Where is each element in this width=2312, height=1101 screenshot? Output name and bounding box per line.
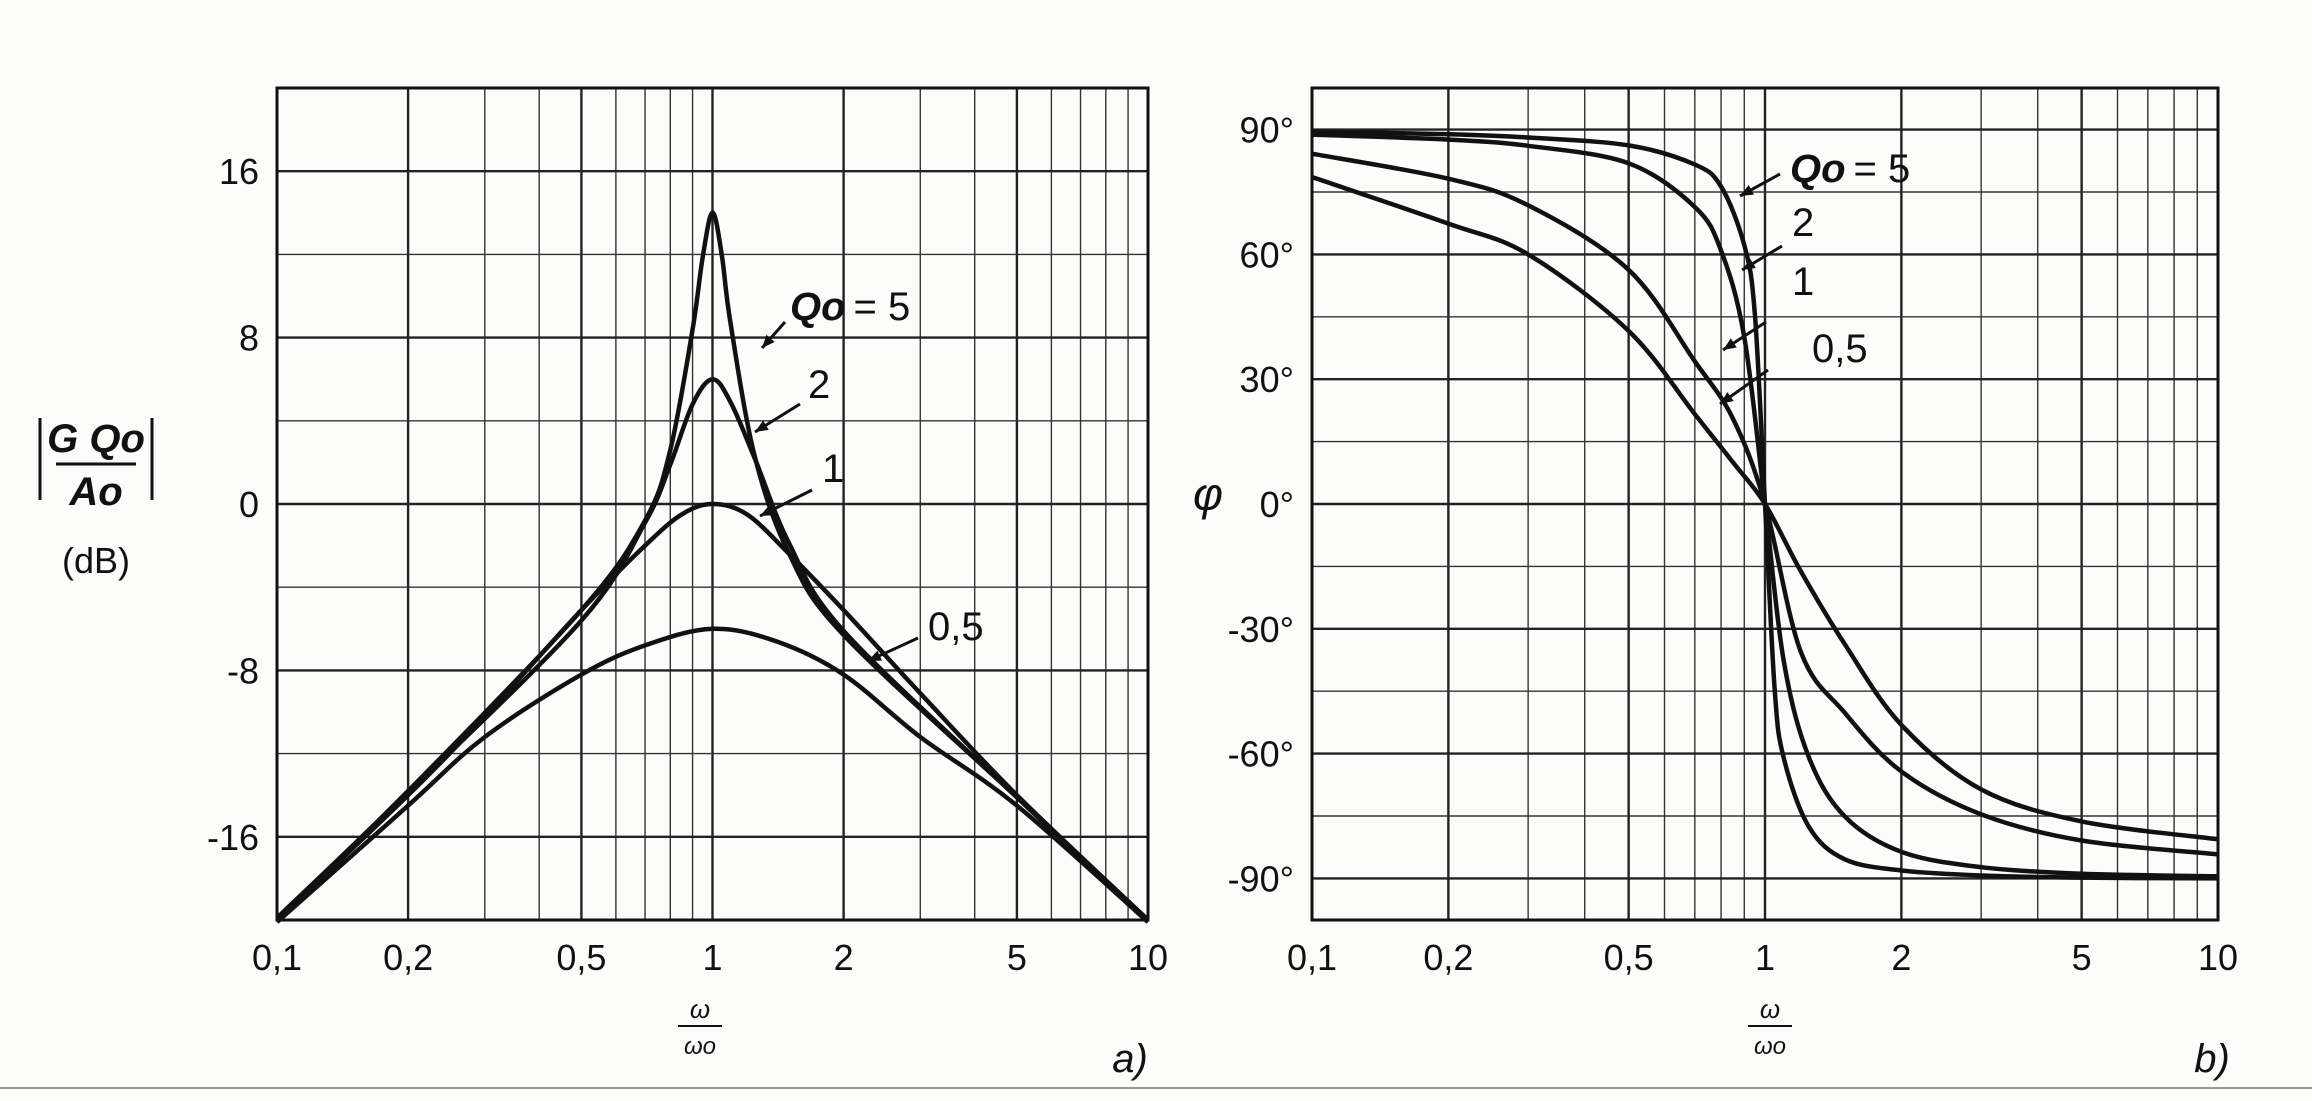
y-tick-label: -60° <box>1228 734 1294 775</box>
annotation-arrowhead <box>762 334 775 348</box>
y-tick-label: -8 <box>227 650 259 691</box>
y-tick-label: -90° <box>1228 858 1294 899</box>
x-axis-label-b: ω ωo <box>1748 994 1792 1060</box>
series-annotations-b: Qo = 5 2 1 0,5 <box>1719 147 1910 406</box>
x-tick-label: 1 <box>702 937 722 978</box>
annotation-label: 2 <box>808 363 830 407</box>
annotation-arrowhead <box>1740 185 1754 196</box>
x-axis-label-a: ω ωo <box>678 994 722 1060</box>
curves-b <box>1311 129 2219 881</box>
x-tick-label: 1 <box>1755 937 1775 978</box>
annotation-label: 2 <box>1792 201 1814 245</box>
y-tick-label: -16 <box>207 817 259 858</box>
annotation-arrowhead <box>1720 392 1734 404</box>
y-tick-label: 90° <box>1240 110 1294 151</box>
x-tick-label: 0,1 <box>252 937 302 978</box>
y-tick-label: 30° <box>1240 359 1294 400</box>
y-tick-labels-b: 90° 60° 30° 0° -30° -60° -90° <box>1228 110 1294 900</box>
annotation-label: Qo = 5 <box>1790 147 1910 191</box>
annotation-label: 0,5 <box>1812 327 1868 371</box>
x-tick-label: 5 <box>2072 937 2092 978</box>
annotation-arrowhead <box>1723 338 1737 350</box>
y-label-denominator: Ao <box>68 470 122 514</box>
y-axis-label-b: φ <box>1193 468 1223 520</box>
grid-a <box>277 88 1148 920</box>
curves-a <box>275 210 1150 924</box>
annotation-label: 1 <box>1792 260 1814 304</box>
series-annotations-a: Qo = 5 2 1 0,5 <box>754 285 984 663</box>
x-tick-label: 0,2 <box>383 937 433 978</box>
annotation-arrowhead <box>1742 258 1756 270</box>
chart-panel-a: 0,1 0,2 0,5 1 2 5 10 16 8 0 -8 -16 Qo = 5 2 1 0,5 G Qo… <box>38 86 1168 1081</box>
y-tick-label: 0° <box>1260 484 1294 525</box>
x-tick-label: 0,1 <box>1287 937 1337 978</box>
y-tick-label: 16 <box>219 151 259 192</box>
x-tick-label: 0,2 <box>1423 937 1473 978</box>
y-tick-label: 0 <box>239 484 259 525</box>
y-axis-label-a: G Qo Ao (dB) <box>38 417 154 581</box>
x-tick-labels-a: 0,1 0,2 0,5 1 2 5 10 <box>252 937 1168 978</box>
plot-frame-a <box>275 86 1150 922</box>
annotation-arrowhead <box>868 650 882 661</box>
chart-panel-b: 0,1 0,2 0,5 1 2 5 10 90° 60° 30° 0° -30° -60° -90° Q… <box>1193 86 2238 1081</box>
y-label-unit: (dB) <box>62 540 130 581</box>
grid-b <box>1312 88 2218 920</box>
panel-label-a: a) <box>1112 1037 1148 1081</box>
annotation-arrowhead <box>760 505 774 516</box>
x-label-num-b: ω <box>1760 994 1780 1024</box>
x-label-den-a: ωo <box>684 1033 716 1060</box>
x-tick-label: 5 <box>1007 937 1027 978</box>
series-curve <box>275 376 1150 922</box>
panel-label-b: b) <box>2194 1037 2230 1081</box>
x-label-num-a: ω <box>690 994 710 1024</box>
x-tick-label: 0,5 <box>1604 937 1654 978</box>
x-tick-label: 10 <box>1128 937 1168 978</box>
series-curve <box>1311 174 2219 842</box>
x-tick-label: 2 <box>834 937 854 978</box>
annotation-arrowhead <box>755 420 769 432</box>
y-label-numerator: G Qo <box>47 417 145 461</box>
x-tick-label: 10 <box>2198 937 2238 978</box>
x-tick-labels-b: 0,1 0,2 0,5 1 2 5 10 <box>1287 937 2238 978</box>
x-label-den-b: ωo <box>1754 1033 1786 1060</box>
annotation-label: Qo = 5 <box>790 285 910 329</box>
y-tick-label: -30° <box>1228 609 1294 650</box>
plot-frame-b <box>1310 86 2220 922</box>
y-tick-label: 8 <box>239 318 259 359</box>
x-tick-label: 0,5 <box>556 937 606 978</box>
annotation-label: 1 <box>822 447 844 491</box>
series-curve <box>275 626 1150 924</box>
annotation-label: 0,5 <box>928 605 984 649</box>
series-curve <box>275 501 1150 922</box>
y-tick-label: 60° <box>1240 234 1294 275</box>
x-tick-label: 2 <box>1891 937 1911 978</box>
y-tick-labels-a: 16 8 0 -8 -16 <box>207 151 259 858</box>
